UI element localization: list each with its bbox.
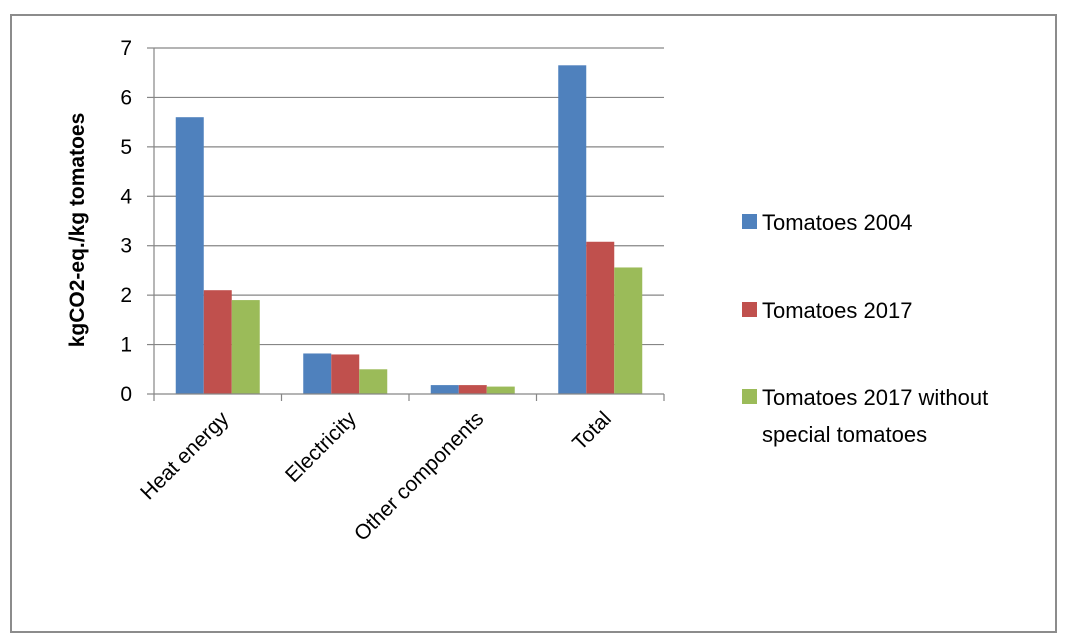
y-tick-label: 1	[120, 334, 132, 357]
bar-tomatoes-2017-without-special-tomatoes	[359, 369, 388, 394]
legend-swatch	[742, 302, 757, 317]
y-tick-label: 5	[120, 136, 132, 159]
x-category-label: Total	[568, 407, 616, 455]
bar-tomatoes-2017	[586, 241, 615, 394]
bar-tomatoes-2004	[175, 117, 204, 394]
legend-label: Tomatoes 2017	[762, 298, 912, 323]
legend: Tomatoes 2004 Tomatoes 2017 Tomatoes 2017 …	[742, 210, 988, 447]
y-tick-label: 6	[120, 86, 132, 109]
y-tick-label: 7	[120, 37, 132, 60]
bars	[175, 65, 643, 395]
y-axis-label: kgCO2-eq./kg tomatoes	[66, 113, 89, 348]
bar-tomatoes-2017-without-special-tomatoes	[614, 267, 643, 394]
bar-tomatoes-2004	[303, 353, 332, 394]
y-tick-labels: 0 1 2 3 4 5 6 7	[120, 37, 132, 406]
bar-tomatoes-2017-without-special-tomatoes	[231, 300, 260, 394]
bar-tomatoes-2017	[203, 290, 232, 394]
y-tick-label: 3	[120, 235, 132, 258]
y-tick-label: 0	[120, 383, 132, 406]
x-category-label: Heat energy	[136, 407, 234, 505]
y-tick-label: 4	[120, 185, 132, 208]
bar-tomatoes-2017	[458, 385, 487, 394]
bar-tomatoes-2004	[430, 385, 459, 394]
axes	[147, 47, 665, 401]
legend-label: Tomatoes 2017 without	[762, 385, 988, 410]
legend-swatch	[742, 214, 757, 229]
x-category-label: Electricity	[281, 407, 361, 487]
x-category-label: Other components	[350, 407, 488, 545]
y-tick-label: 2	[120, 284, 132, 307]
bar-tomatoes-2017-without-special-tomatoes	[486, 386, 515, 394]
legend-label: Tomatoes 2004	[762, 210, 912, 235]
legend-swatch	[742, 389, 757, 404]
bar-tomatoes-2004	[558, 65, 587, 395]
bar-tomatoes-2017	[331, 354, 360, 394]
legend-label: special tomatoes	[762, 422, 927, 447]
